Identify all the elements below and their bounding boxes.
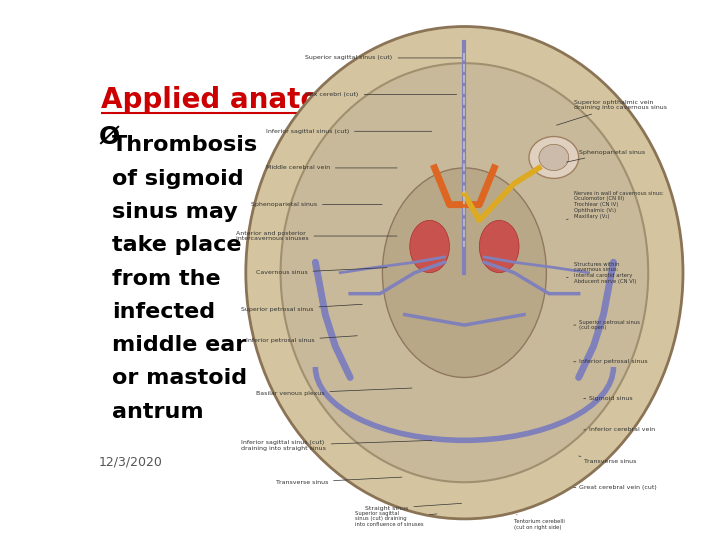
Text: Sphenoparietal sinus: Sphenoparietal sinus bbox=[251, 202, 382, 207]
Text: Applied anatomy:: Applied anatomy: bbox=[101, 85, 378, 113]
Ellipse shape bbox=[539, 144, 569, 171]
Text: Superior sagittal
sinus (cut) draining
into confluence of sinuses: Superior sagittal sinus (cut) draining i… bbox=[355, 511, 437, 527]
Text: Inferior sagittal sinus (cut)
draining into straight sinus: Inferior sagittal sinus (cut) draining i… bbox=[240, 440, 432, 451]
Text: infected: infected bbox=[112, 302, 215, 322]
Ellipse shape bbox=[246, 26, 683, 519]
Ellipse shape bbox=[410, 220, 449, 273]
Text: Superior petrosal sinus
(cut open): Superior petrosal sinus (cut open) bbox=[574, 320, 639, 330]
Text: Sphenoparietal sinus: Sphenoparietal sinus bbox=[567, 150, 645, 162]
Text: Inferior sagittal sinus (cut): Inferior sagittal sinus (cut) bbox=[266, 129, 432, 134]
Text: Inferior petrosal sinus: Inferior petrosal sinus bbox=[574, 359, 647, 364]
Ellipse shape bbox=[382, 168, 546, 377]
Text: Basilar venous plexus: Basilar venous plexus bbox=[256, 388, 412, 396]
Ellipse shape bbox=[529, 137, 579, 178]
Text: Sigmoid sinus: Sigmoid sinus bbox=[584, 396, 632, 401]
Text: sinus may: sinus may bbox=[112, 202, 238, 222]
Ellipse shape bbox=[480, 220, 519, 273]
Text: take place: take place bbox=[112, 235, 242, 255]
Text: Middle cerebral vein: Middle cerebral vein bbox=[266, 165, 397, 171]
Text: Great cerebral vein (cut): Great cerebral vein (cut) bbox=[574, 485, 657, 490]
Ellipse shape bbox=[281, 63, 648, 482]
Text: Superior sagittal sinus (cut): Superior sagittal sinus (cut) bbox=[305, 56, 462, 60]
Text: Structures within
cavernous sinus:
Internal carotid artery
Abducent nerve (CN VI: Structures within cavernous sinus: Inter… bbox=[567, 261, 636, 284]
Text: Cavernous sinus: Cavernous sinus bbox=[256, 268, 387, 275]
Text: Inferior petrosal sinus: Inferior petrosal sinus bbox=[246, 336, 357, 343]
Text: Nerves in wall of cavernous sinus:
Oculomotor (CN III)
Trochlear (CN IV)
Ophthal: Nerves in wall of cavernous sinus: Oculo… bbox=[567, 191, 663, 220]
Text: Tentorium cerebelli
(cut on right side): Tentorium cerebelli (cut on right side) bbox=[514, 515, 565, 530]
Text: Superior ophthalmic vein
draining into cavernous sinus: Superior ophthalmic vein draining into c… bbox=[557, 100, 667, 125]
Text: or mastoid: or mastoid bbox=[112, 368, 248, 388]
Text: Falx cerebri (cut): Falx cerebri (cut) bbox=[305, 92, 456, 97]
Text: middle ear: middle ear bbox=[112, 335, 246, 355]
Text: Inferior cerebral vein: Inferior cerebral vein bbox=[584, 427, 654, 433]
Text: antrum: antrum bbox=[112, 402, 204, 422]
Text: from the: from the bbox=[112, 268, 221, 288]
Text: Superior petrosal sinus: Superior petrosal sinus bbox=[240, 305, 362, 312]
Text: Transverse sinus: Transverse sinus bbox=[579, 456, 636, 464]
Text: Ø: Ø bbox=[99, 125, 120, 149]
Text: Thrombosis: Thrombosis bbox=[112, 136, 258, 156]
Text: Straight sinus: Straight sinus bbox=[365, 503, 462, 511]
Text: Transverse sinus: Transverse sinus bbox=[276, 477, 402, 485]
Text: of sigmoid: of sigmoid bbox=[112, 168, 244, 189]
Text: Anterior and posterior
intercavernous sinuses: Anterior and posterior intercavernous si… bbox=[236, 231, 397, 241]
Text: 12/3/2020: 12/3/2020 bbox=[99, 455, 162, 468]
